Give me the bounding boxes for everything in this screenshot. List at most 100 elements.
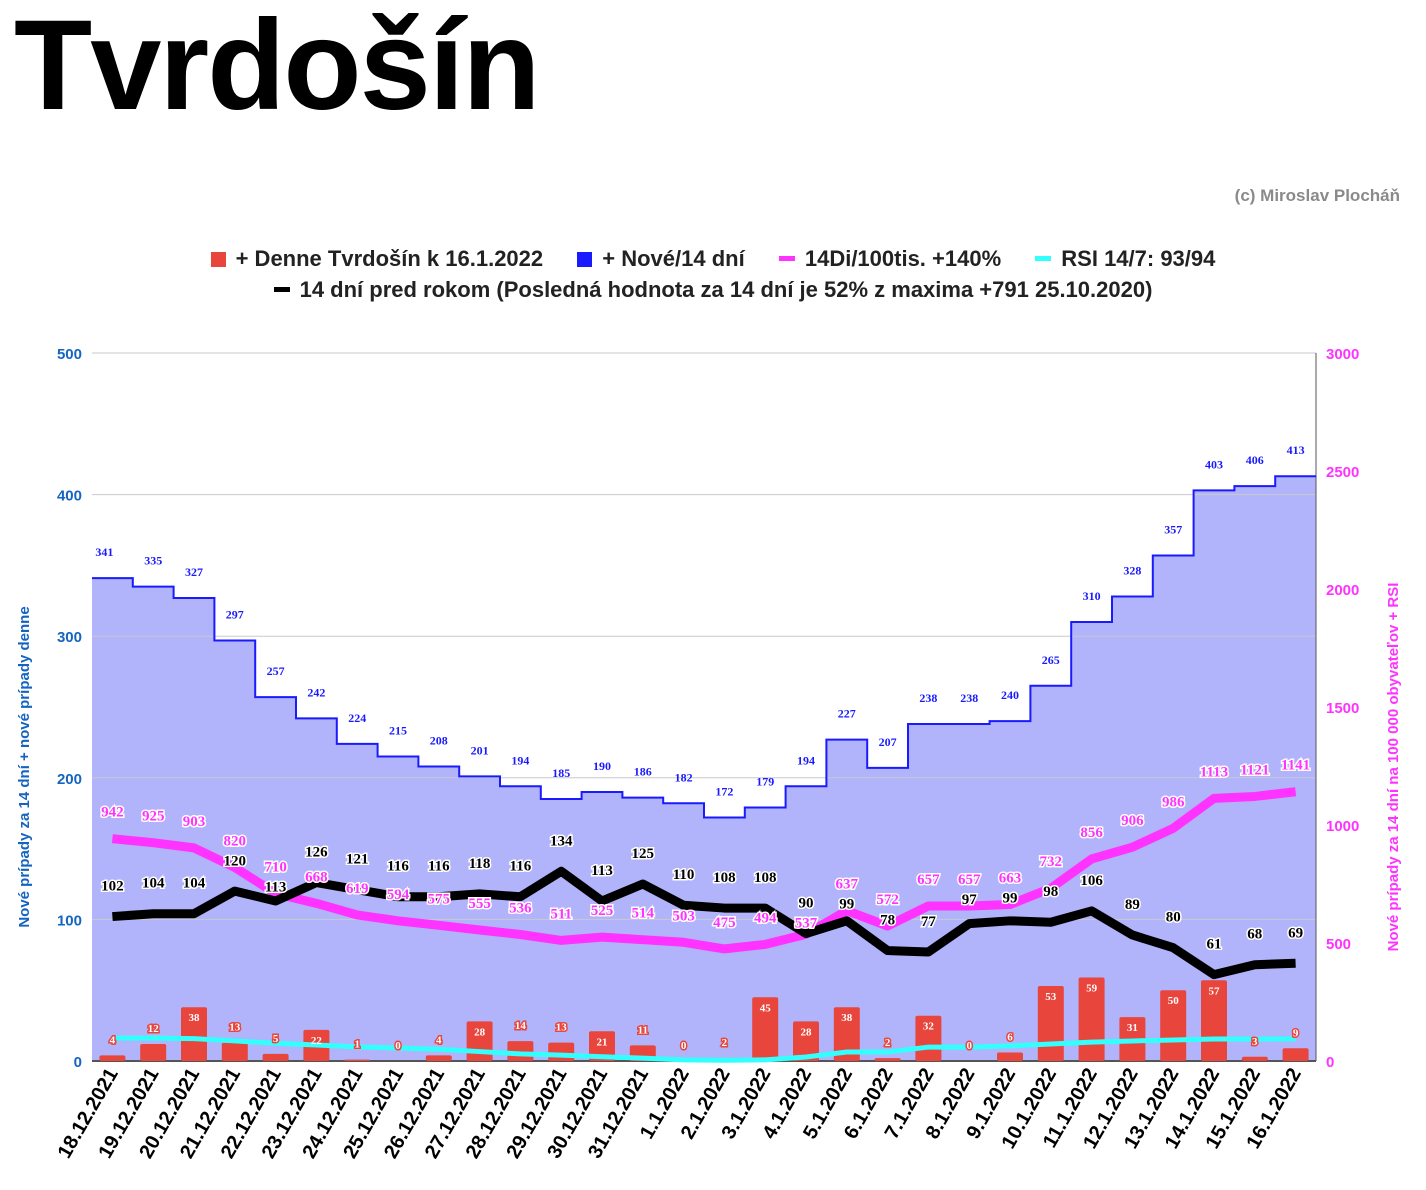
label-14d: 186 bbox=[634, 765, 652, 779]
label-100k: 925 bbox=[142, 809, 165, 825]
label-100k: 1113 bbox=[1200, 764, 1228, 780]
label-daily: 14 bbox=[515, 1020, 527, 1032]
label-100k: 657 bbox=[958, 872, 981, 888]
bar-daily bbox=[425, 1055, 452, 1061]
label-14d: 257 bbox=[267, 664, 285, 678]
label-100k: 1141 bbox=[1281, 758, 1310, 774]
label-year-ago: 99 bbox=[839, 897, 854, 913]
label-100k: 555 bbox=[468, 896, 491, 912]
y2-tick-label: 1500 bbox=[1326, 700, 1359, 717]
bar-daily bbox=[589, 1031, 615, 1061]
label-daily: 3 bbox=[1252, 1036, 1258, 1048]
legend-swatch bbox=[778, 256, 795, 261]
label-daily: 59 bbox=[1086, 982, 1098, 994]
y-tick-label: 400 bbox=[57, 488, 82, 505]
legend-item-year-ago[interactable]: 14 dní pred rokom (Posledná hodnota za 1… bbox=[273, 277, 1152, 302]
y-tick-label: 100 bbox=[57, 912, 82, 929]
label-100k: 537 bbox=[795, 916, 818, 932]
label-14d: 406 bbox=[1246, 453, 1264, 467]
label-daily: 45 bbox=[760, 1002, 772, 1014]
label-14d: 238 bbox=[919, 691, 937, 705]
label-100k: 942 bbox=[101, 805, 124, 821]
label-year-ago: 113 bbox=[265, 879, 287, 895]
legend-item-14d[interactable]: + Nové/14 dní bbox=[577, 246, 745, 271]
label-100k: 657 bbox=[917, 872, 940, 888]
label-daily: 13 bbox=[556, 1022, 568, 1034]
label-100k: 903 bbox=[183, 814, 206, 830]
label-100k: 511 bbox=[550, 906, 572, 922]
label-100k: 536 bbox=[509, 901, 532, 917]
y2-tick-label: 500 bbox=[1326, 936, 1351, 953]
bar-daily bbox=[181, 1007, 207, 1061]
label-100k: 637 bbox=[836, 877, 859, 893]
label-daily: 0 bbox=[966, 1040, 972, 1052]
legend-item-daily[interactable]: + Denne Tvrdošín k 16.1.2022 bbox=[210, 246, 544, 271]
label-daily: 13 bbox=[229, 1022, 241, 1034]
label-daily: 38 bbox=[189, 1012, 201, 1024]
y-tick-label: 300 bbox=[57, 629, 82, 646]
label-14d: 413 bbox=[1287, 443, 1305, 457]
label-100k: 572 bbox=[876, 892, 899, 908]
y2-tick-label: 0 bbox=[1326, 1054, 1334, 1071]
bar-daily bbox=[874, 1058, 901, 1061]
legend-swatch bbox=[273, 287, 290, 292]
bar-daily bbox=[344, 1059, 371, 1061]
bar-daily bbox=[99, 1055, 126, 1061]
label-14d: 357 bbox=[1164, 522, 1182, 536]
label-year-ago: 106 bbox=[1080, 873, 1103, 889]
label-year-ago: 102 bbox=[101, 879, 124, 895]
label-100k: 732 bbox=[1040, 854, 1063, 870]
label-year-ago: 68 bbox=[1247, 927, 1262, 943]
bar-daily bbox=[1160, 990, 1187, 1061]
bar-daily bbox=[548, 1042, 575, 1061]
label-14d: 335 bbox=[144, 554, 162, 568]
legend-row-2: 14 dní pred rokom (Posledná hodnota za 1… bbox=[0, 277, 1426, 303]
label-daily: 11 bbox=[638, 1024, 648, 1036]
label-year-ago: 98 bbox=[1043, 884, 1058, 900]
label-daily: 38 bbox=[841, 1012, 853, 1024]
label-daily: 53 bbox=[1045, 991, 1057, 1003]
legend-item-rsi[interactable]: RSI 14/7: 93/94 bbox=[1035, 246, 1215, 271]
credit: (c) Miroslav Plocháň bbox=[1234, 186, 1400, 205]
label-year-ago: 113 bbox=[591, 863, 613, 879]
label-year-ago: 108 bbox=[754, 870, 777, 886]
label-100k: 619 bbox=[346, 881, 369, 897]
label-daily: 5 bbox=[273, 1033, 279, 1045]
y2-tick-label: 2000 bbox=[1326, 582, 1359, 599]
label-100k: 503 bbox=[672, 908, 695, 924]
label-100k: 494 bbox=[754, 910, 777, 926]
label-year-ago: 90 bbox=[799, 896, 814, 912]
label-14d: 327 bbox=[185, 565, 203, 579]
label-year-ago: 118 bbox=[469, 856, 491, 872]
label-daily: 21 bbox=[597, 1036, 608, 1048]
label-14d: 172 bbox=[715, 784, 733, 798]
bar-daily bbox=[262, 1053, 289, 1061]
bar-daily bbox=[793, 1021, 819, 1061]
line-year-ago bbox=[112, 866, 1296, 980]
bar-daily bbox=[1241, 1056, 1268, 1061]
legend-label: RSI 14/7: 93/94 bbox=[1061, 246, 1216, 271]
legend-label: + Nové/14 dní bbox=[602, 246, 745, 271]
legend-item-100k[interactable]: 14Di/100tis. +140% bbox=[778, 246, 1002, 271]
label-daily: 0 bbox=[681, 1040, 687, 1052]
legend-swatch bbox=[1035, 256, 1052, 261]
label-year-ago: 61 bbox=[1207, 937, 1222, 953]
legend-label: + Denne Tvrdošín k 16.1.2022 bbox=[235, 246, 544, 271]
label-daily: 6 bbox=[1007, 1032, 1013, 1044]
label-daily: 4 bbox=[110, 1034, 116, 1046]
label-14d: 224 bbox=[348, 711, 366, 725]
y-tick-label: 500 bbox=[57, 346, 82, 363]
label-100k: 594 bbox=[387, 887, 410, 903]
line-14d bbox=[92, 475, 1316, 819]
label-daily: 31 bbox=[1127, 1022, 1138, 1034]
label-year-ago: 126 bbox=[305, 845, 328, 861]
label-year-ago: 108 bbox=[713, 870, 736, 886]
label-daily: 32 bbox=[923, 1021, 935, 1033]
label-year-ago: 99 bbox=[1003, 891, 1018, 907]
label-14d: 240 bbox=[1001, 688, 1019, 702]
legend-label: 14Di/100tis. +140% bbox=[804, 246, 1002, 271]
line-100k bbox=[111, 787, 1297, 954]
y2-tick-label: 1000 bbox=[1326, 818, 1359, 835]
bar-daily bbox=[833, 1007, 860, 1061]
